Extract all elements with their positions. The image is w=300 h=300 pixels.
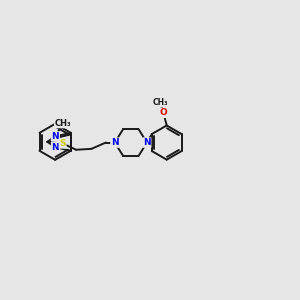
Text: O: O [160,108,167,117]
Text: N: N [52,132,59,141]
Text: N: N [111,138,118,147]
Text: N: N [52,143,59,152]
Text: S: S [59,139,66,148]
Text: CH₃: CH₃ [55,118,71,127]
Text: CH₃: CH₃ [152,98,168,106]
Text: N: N [143,138,151,147]
